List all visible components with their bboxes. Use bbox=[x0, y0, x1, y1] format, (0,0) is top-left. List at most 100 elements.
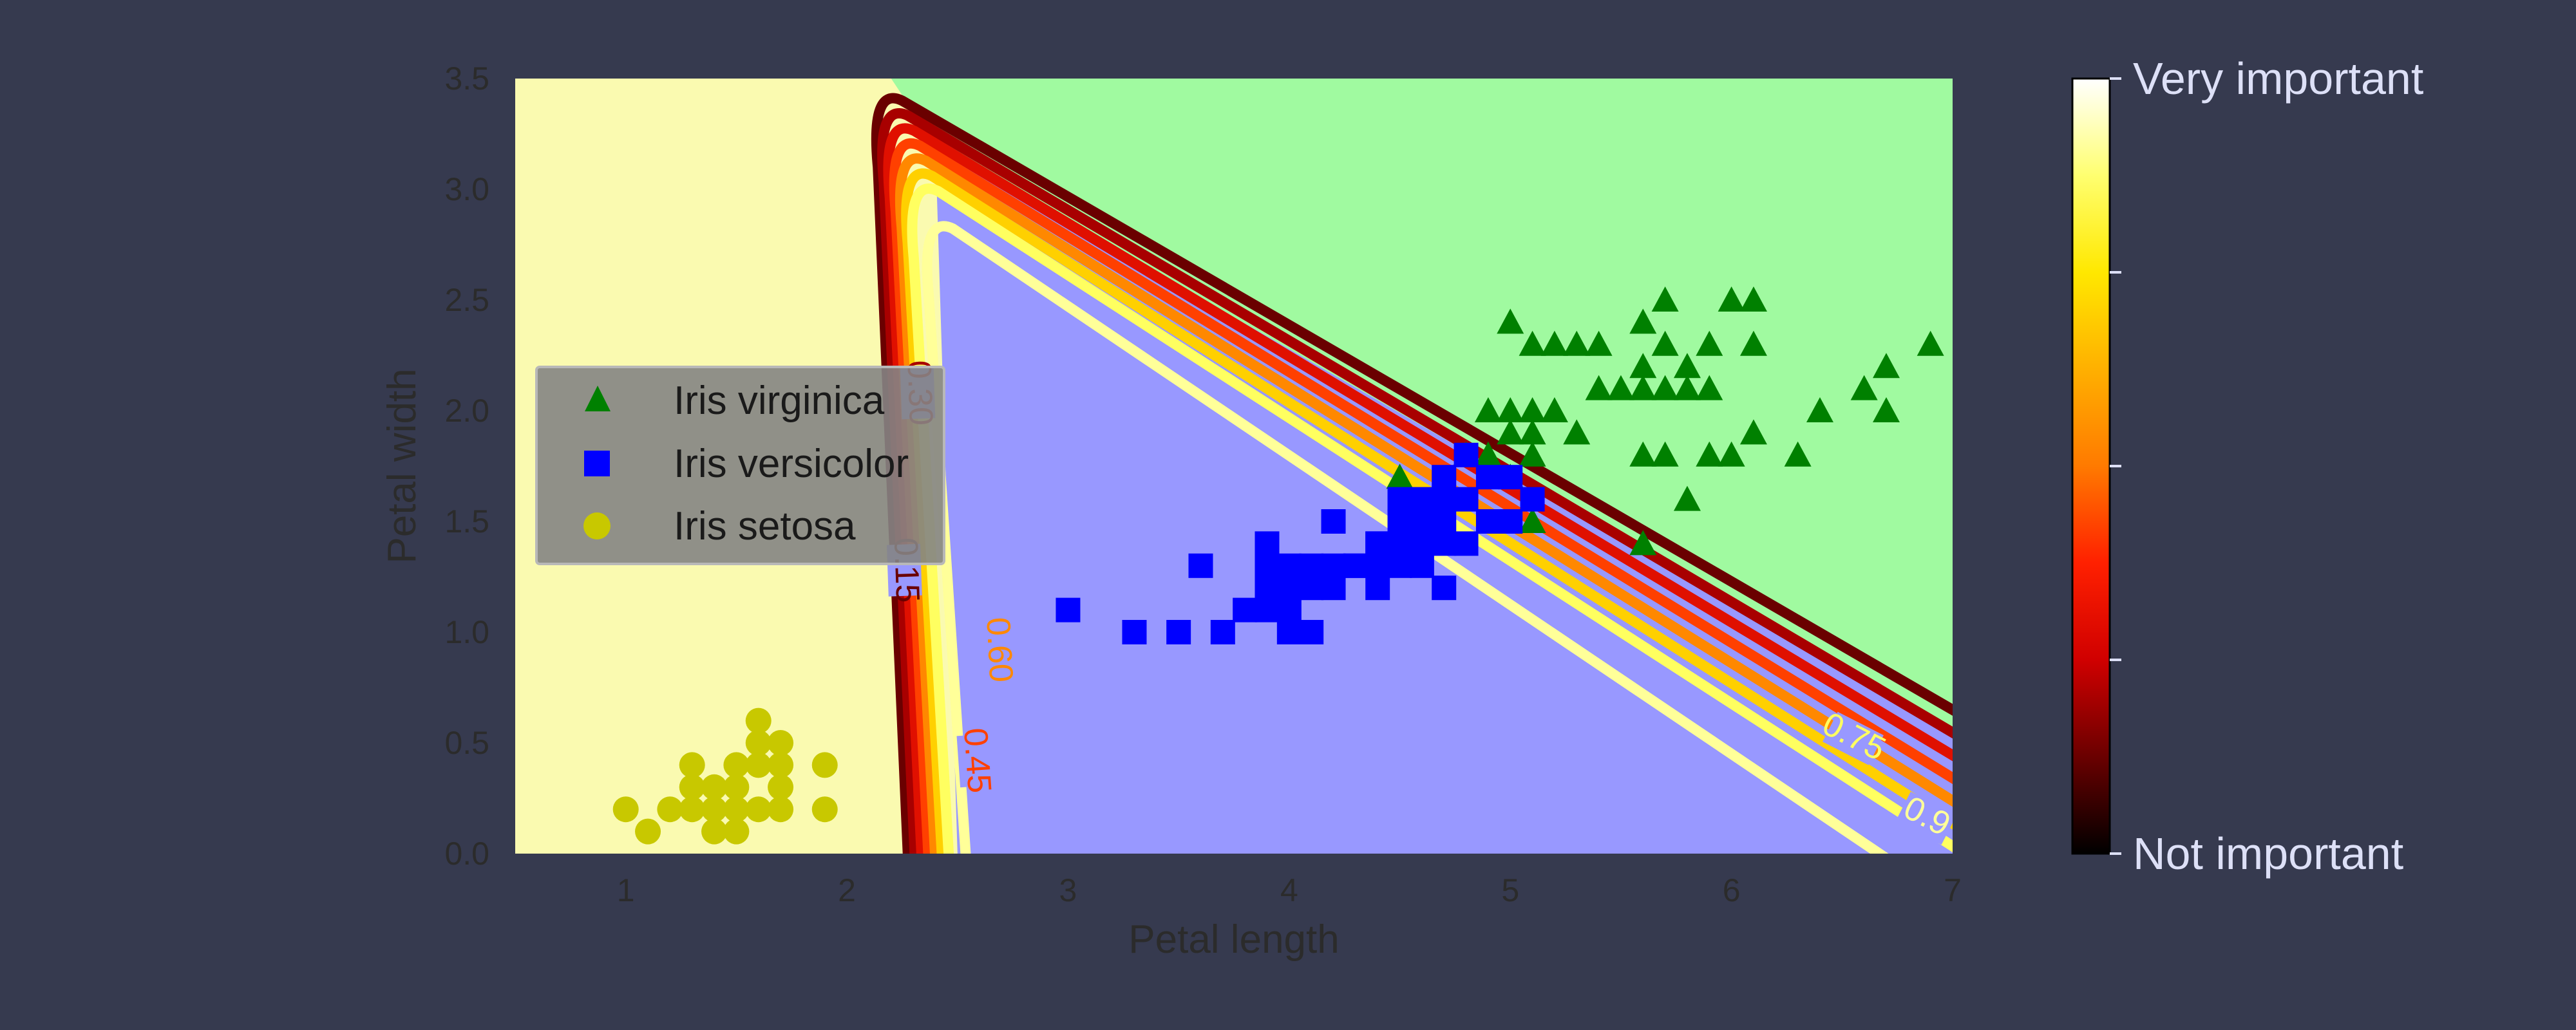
legend-marker-virginica bbox=[585, 386, 611, 411]
data-point-square bbox=[1321, 553, 1346, 578]
data-point-triangle bbox=[1563, 330, 1591, 356]
data-point-square bbox=[1498, 465, 1523, 490]
data-point-circle bbox=[811, 752, 838, 778]
legend: Iris virginica Iris versicolor Iris seto… bbox=[535, 366, 945, 565]
data-point-circle bbox=[701, 796, 728, 823]
data-point-circle bbox=[635, 818, 661, 845]
y-tick-label: 1.5 bbox=[444, 503, 489, 539]
data-point-triangle bbox=[1651, 330, 1679, 356]
data-point-circle bbox=[723, 796, 750, 823]
data-point-square bbox=[1233, 597, 1258, 623]
data-point-triangle bbox=[1718, 286, 1745, 312]
contour-label: 0.60 bbox=[979, 616, 1019, 683]
data-point-triangle bbox=[1784, 441, 1812, 467]
x-axis-label: Petal length bbox=[1128, 917, 1339, 962]
data-point-circle bbox=[701, 818, 728, 845]
data-point-triangle bbox=[1607, 375, 1634, 400]
data-point-triangle bbox=[1917, 330, 1944, 356]
x-tick-label: 7 bbox=[1944, 872, 1962, 908]
x-tick-label: 1 bbox=[617, 872, 635, 908]
contour-label-bg bbox=[979, 623, 1016, 677]
data-point-triangle bbox=[1585, 375, 1613, 400]
y-tick-label: 0.0 bbox=[444, 836, 489, 872]
data-point-square bbox=[1365, 553, 1390, 578]
data-point-square bbox=[1276, 597, 1302, 623]
x-tick-label: 6 bbox=[1723, 872, 1741, 908]
legend-box bbox=[535, 366, 945, 565]
data-point-triangle bbox=[1872, 397, 1900, 422]
colorbar-top-label: Very important bbox=[2133, 53, 2423, 104]
data-point-triangle bbox=[1474, 441, 1502, 467]
data-point-circle bbox=[768, 730, 794, 756]
data-point-circle bbox=[768, 752, 794, 778]
data-point-square bbox=[1432, 509, 1457, 534]
data-point-triangle bbox=[1696, 441, 1723, 467]
data-point-square bbox=[1210, 620, 1235, 644]
data-point-triangle bbox=[1585, 330, 1613, 356]
data-point-triangle bbox=[1519, 397, 1546, 422]
data-point-circle bbox=[745, 707, 772, 734]
contour-line bbox=[895, 153, 1953, 854]
data-point-triangle bbox=[1629, 441, 1657, 467]
data-point-triangle bbox=[1629, 375, 1657, 400]
y-tick-label: 2.0 bbox=[444, 393, 489, 429]
data-point-circle bbox=[745, 752, 772, 778]
data-point-circle bbox=[657, 796, 683, 823]
data-point-triangle bbox=[1739, 330, 1767, 356]
data-point-square bbox=[1365, 576, 1390, 601]
colorbar: Very important Not important bbox=[2071, 53, 2423, 879]
colorbar-gradient bbox=[2071, 77, 2111, 855]
data-point-square bbox=[1432, 465, 1457, 490]
data-point-triangle bbox=[1850, 375, 1878, 400]
y-axis-label: Petal width bbox=[380, 368, 424, 563]
data-point-square bbox=[1343, 553, 1368, 578]
data-point-square bbox=[1188, 553, 1213, 578]
data-point-circle bbox=[723, 774, 750, 800]
legend-label-versicolor: Iris versicolor bbox=[674, 442, 909, 486]
contour-lines bbox=[871, 93, 1953, 854]
data-point-triangle bbox=[1696, 330, 1723, 356]
legend-label-setosa: Iris setosa bbox=[674, 504, 856, 548]
data-point-square bbox=[1299, 620, 1324, 644]
data-point-circle bbox=[723, 752, 750, 778]
colorbar-bottom-label: Not important bbox=[2133, 829, 2403, 879]
data-point-square bbox=[1409, 531, 1434, 556]
data-point-triangle bbox=[1519, 330, 1546, 356]
data-point-square bbox=[1276, 576, 1302, 601]
data-point-triangle bbox=[1629, 353, 1657, 379]
data-point-circle bbox=[679, 752, 705, 778]
data-point-circle bbox=[679, 796, 705, 823]
data-point-triangle bbox=[1519, 419, 1546, 445]
data-point-triangle bbox=[1540, 397, 1568, 422]
data-point-triangle bbox=[1386, 464, 1414, 489]
data-point-circle bbox=[745, 796, 772, 823]
data-point-triangle bbox=[1563, 419, 1591, 445]
data-point-triangle bbox=[1497, 308, 1524, 334]
data-point-square bbox=[1299, 576, 1324, 601]
data-point-triangle bbox=[1497, 419, 1524, 445]
data-point-square bbox=[1387, 509, 1412, 534]
data-point-triangle bbox=[1673, 375, 1701, 400]
colorbar-ticks bbox=[2110, 77, 2121, 855]
data-point-square bbox=[1432, 487, 1457, 512]
data-point-triangle bbox=[1651, 286, 1679, 312]
data-point-square bbox=[1166, 620, 1191, 644]
data-point-square bbox=[1321, 576, 1346, 601]
data-point-circle bbox=[768, 774, 794, 800]
data-point-circle bbox=[723, 818, 750, 845]
data-point-square bbox=[1475, 509, 1501, 534]
x-tick-label: 2 bbox=[838, 872, 856, 908]
data-point-triangle bbox=[1872, 353, 1900, 379]
data-point-square bbox=[1276, 553, 1302, 578]
legend-label-virginica: Iris virginica bbox=[674, 379, 885, 423]
y-tick-label: 0.5 bbox=[444, 725, 489, 761]
contour-label-bg bbox=[1823, 711, 1884, 765]
data-point-square bbox=[1276, 620, 1302, 644]
data-point-circle bbox=[745, 730, 772, 756]
data-point-triangle bbox=[1739, 419, 1767, 445]
contour-label: 0.45 bbox=[956, 727, 998, 794]
data-point-triangle bbox=[1651, 441, 1679, 467]
data-point-circle bbox=[811, 796, 838, 823]
data-point-triangle bbox=[1474, 397, 1502, 422]
data-point-square bbox=[1454, 487, 1479, 512]
